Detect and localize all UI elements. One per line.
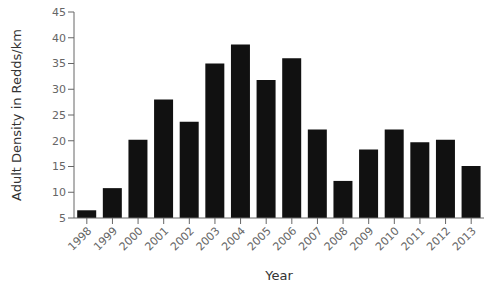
svg-text:2008: 2008 <box>322 224 351 253</box>
svg-text:2000: 2000 <box>117 224 146 253</box>
svg-text:Year: Year <box>264 268 293 283</box>
svg-text:15: 15 <box>52 160 66 173</box>
svg-text:2003: 2003 <box>194 224 223 253</box>
svg-text:2012: 2012 <box>424 224 453 253</box>
svg-text:35: 35 <box>52 57 66 70</box>
svg-text:5: 5 <box>59 212 66 225</box>
svg-text:2005: 2005 <box>245 224 274 253</box>
svg-text:2013: 2013 <box>450 224 479 253</box>
svg-text:Adult Density in Redds/km: Adult Density in Redds/km <box>9 29 24 201</box>
svg-text:40: 40 <box>52 32 66 45</box>
svg-text:2011: 2011 <box>399 224 428 253</box>
svg-text:2002: 2002 <box>168 224 197 253</box>
svg-text:10: 10 <box>52 186 66 199</box>
svg-text:45: 45 <box>52 6 66 19</box>
svg-text:25: 25 <box>52 109 66 122</box>
svg-text:1999: 1999 <box>91 224 120 253</box>
svg-text:2006: 2006 <box>270 224 299 253</box>
svg-text:2010: 2010 <box>373 224 402 253</box>
svg-text:2009: 2009 <box>347 224 376 253</box>
svg-text:1998: 1998 <box>65 224 94 253</box>
svg-text:2007: 2007 <box>296 224 325 253</box>
svg-text:2004: 2004 <box>219 224 248 253</box>
svg-text:2001: 2001 <box>142 224 171 253</box>
svg-text:20: 20 <box>52 135 66 148</box>
svg-text:30: 30 <box>52 83 66 96</box>
